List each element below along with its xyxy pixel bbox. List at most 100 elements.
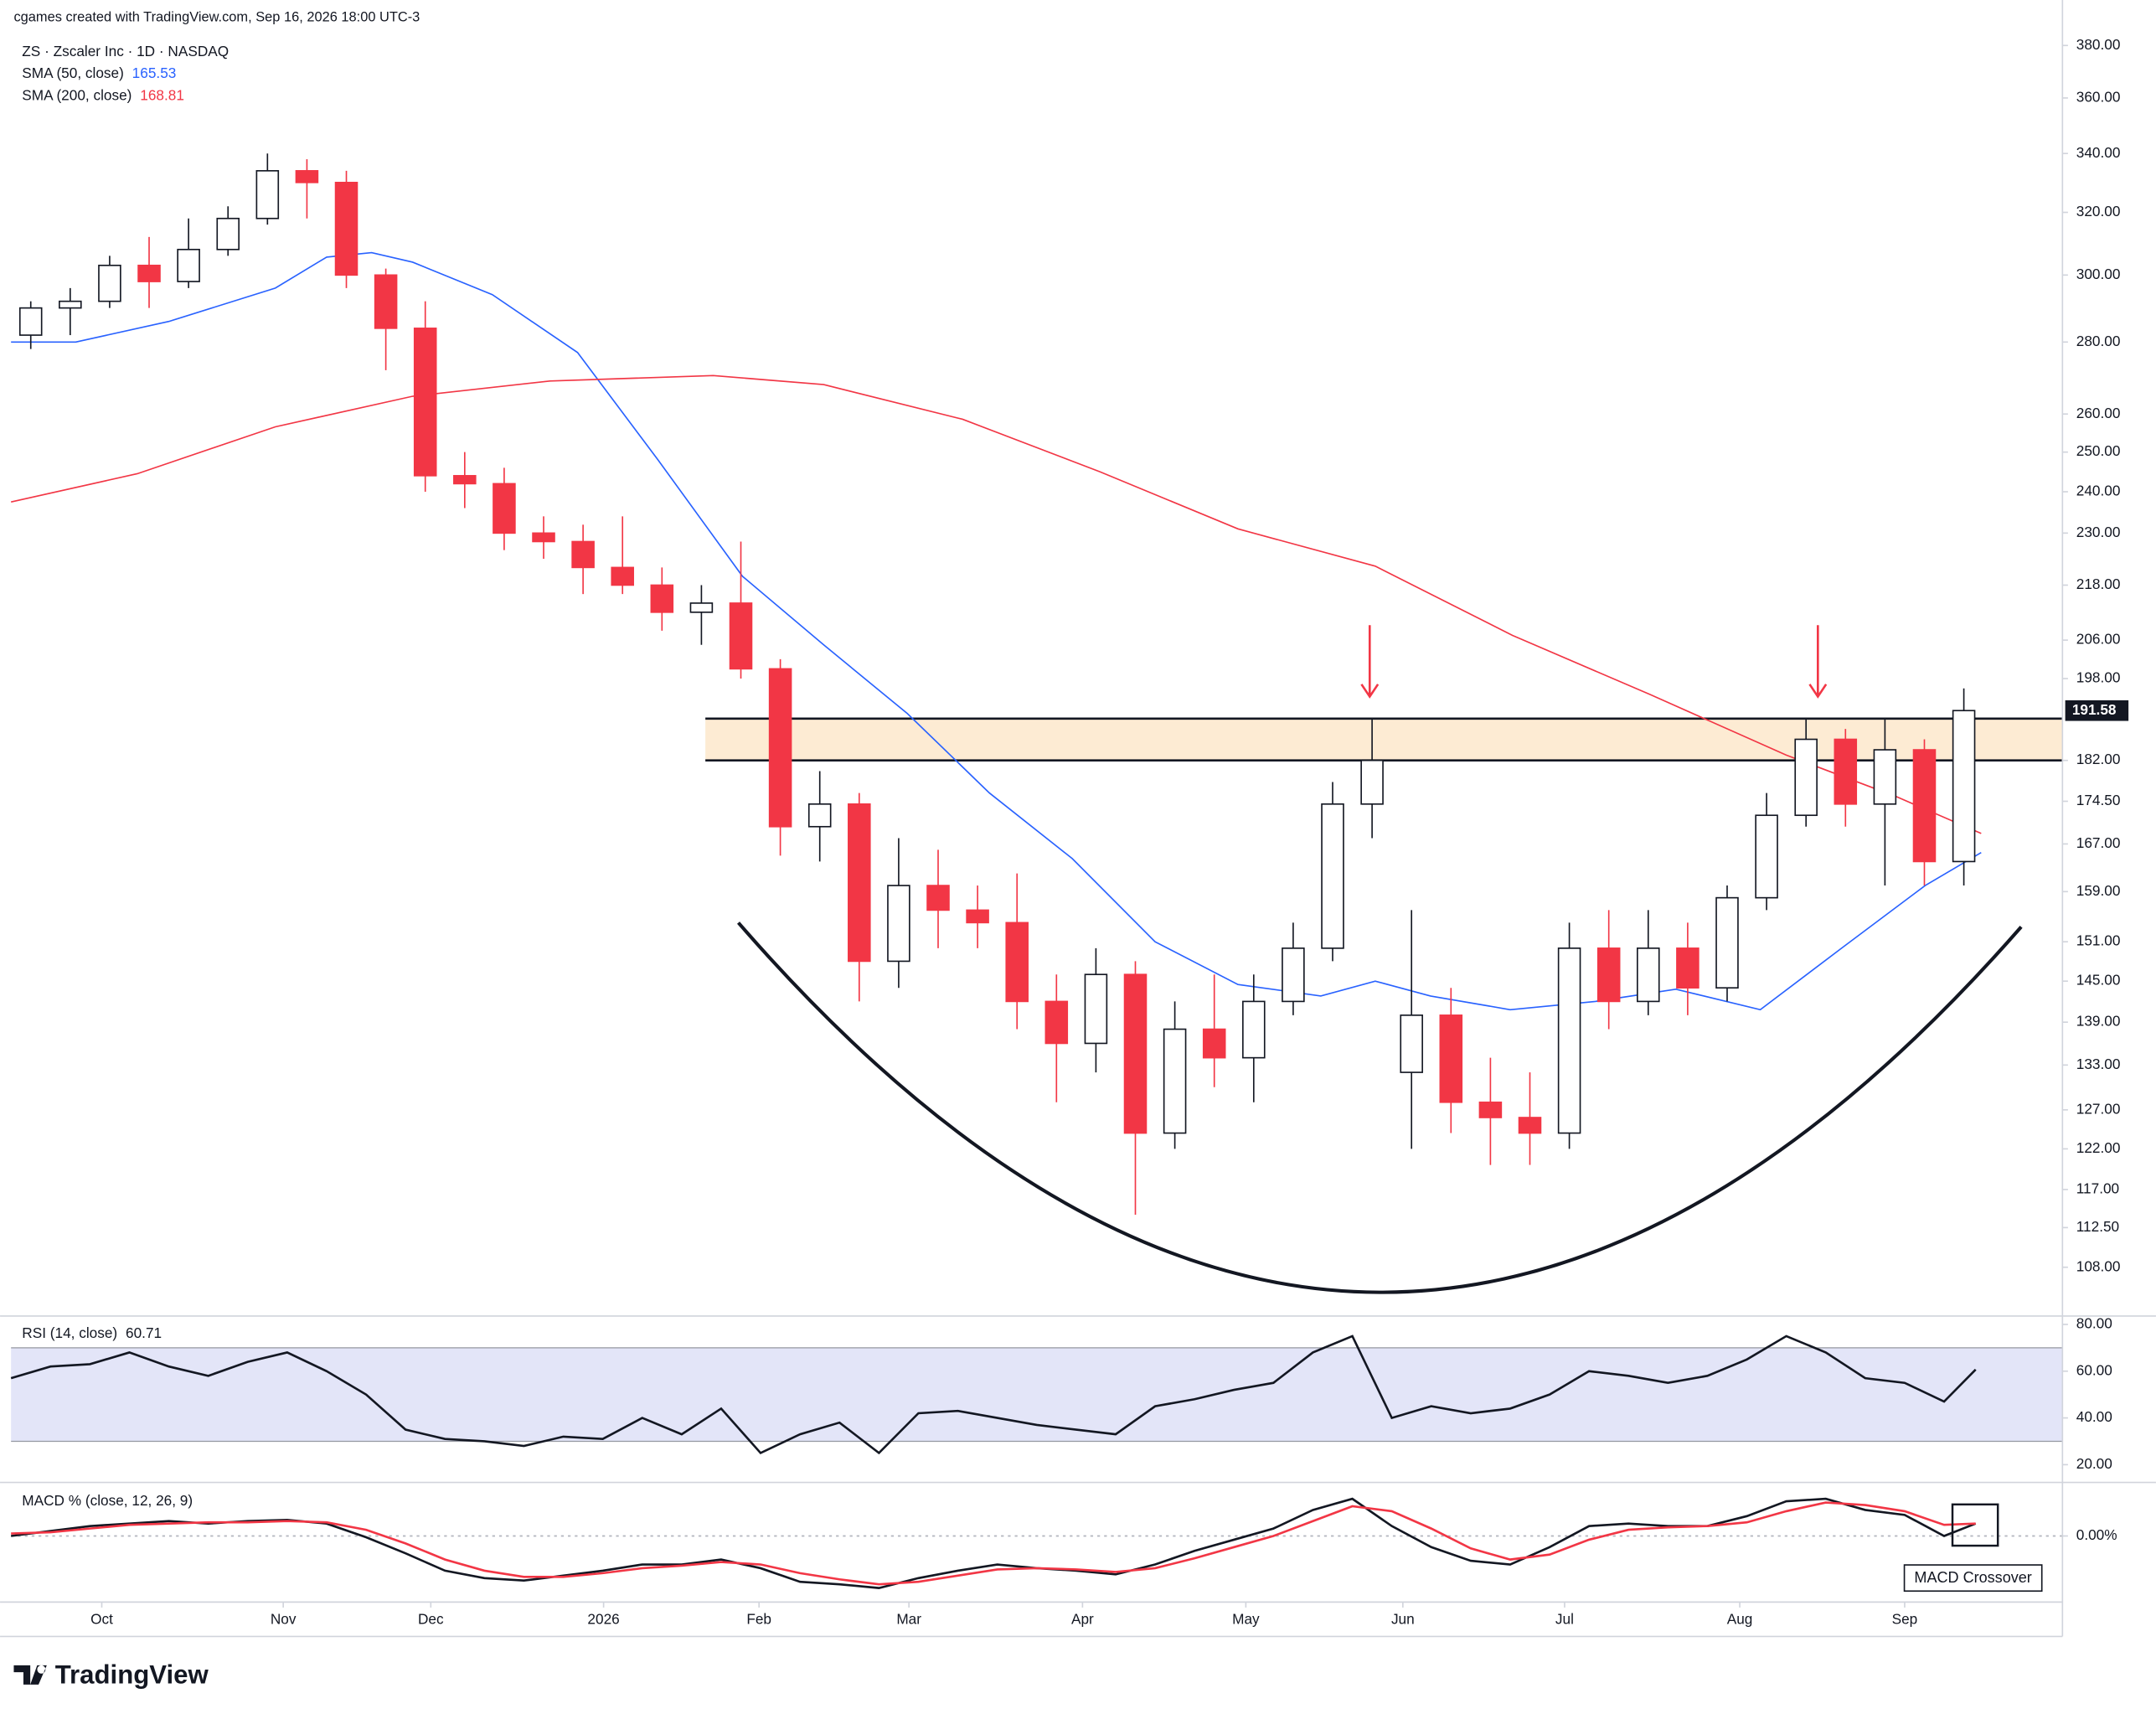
- candle-body: [1676, 947, 1700, 989]
- y-tick-label: 280.00: [2076, 333, 2121, 349]
- candle-body: [768, 668, 792, 828]
- x-tick-label: Aug: [1727, 1610, 1753, 1627]
- candle-body: [887, 885, 910, 963]
- y-tick-label: 218.00: [2076, 576, 2121, 592]
- x-tick-label: Apr: [1071, 1610, 1094, 1627]
- candle-body: [1282, 947, 1305, 1003]
- y-tick-label: 240.00: [2076, 483, 2121, 499]
- cup-curve: [736, 922, 2023, 1294]
- x-tick-label: Dec: [418, 1610, 444, 1627]
- legend-name: RSI (14, close): [22, 1324, 117, 1341]
- y-tick-label: 174.50: [2076, 792, 2121, 808]
- y-tick-label: 80.00: [2076, 1315, 2112, 1332]
- candle-body: [1755, 814, 1778, 899]
- y-tick-label: 340.00: [2076, 144, 2121, 161]
- chart-title: ZS · Zscaler Inc · 1D · NASDAQ: [22, 43, 229, 59]
- crossover-box: [1951, 1503, 1999, 1547]
- y-tick-label: 112.50: [2076, 1218, 2119, 1235]
- candle-body: [255, 170, 280, 219]
- candle-body: [493, 483, 516, 534]
- candle-body: [1400, 1014, 1423, 1073]
- candle-body: [966, 909, 989, 924]
- y-tick-label: 20.00: [2076, 1455, 2112, 1472]
- last-price-box: [2065, 700, 2129, 721]
- y-tick-label: 122.00: [2076, 1139, 2121, 1156]
- candle-body: [1637, 947, 1660, 1003]
- y-tick-label: 206.00: [2076, 631, 2121, 648]
- x-tick-label: Nov: [271, 1610, 297, 1627]
- macd-title: MACD % (close, 12, 26, 9): [22, 1492, 193, 1509]
- candle-body: [1044, 1000, 1069, 1045]
- x-tick-label: Sep: [1892, 1610, 1918, 1627]
- y-tick-label: 250.00: [2076, 442, 2121, 459]
- layers: Oct Nov Dec 2026 Feb Mar Apr May Jun Jul Aug Sep 380…: [10, 36, 2129, 1627]
- candle-body: [98, 264, 121, 302]
- last-price-label: 191.58: [2072, 701, 2117, 718]
- indicator-line: [11, 1501, 1976, 1586]
- candle-body: [848, 803, 871, 963]
- candle-body: [1242, 1000, 1266, 1059]
- x-tick-label: Mar: [896, 1610, 921, 1627]
- candle-body: [1912, 749, 1937, 863]
- logo-text: TradingView: [55, 1660, 209, 1689]
- x-tick-label: Oct: [90, 1610, 113, 1627]
- candle-body: [1360, 759, 1384, 805]
- legend-value: 60.71: [126, 1324, 162, 1341]
- candle-body: [1005, 922, 1029, 1003]
- candle-body: [177, 248, 200, 282]
- resistance-zone: [705, 718, 2063, 761]
- x-tick-label: 2026: [587, 1610, 619, 1627]
- annotation-text: MACD Crossover: [1914, 1569, 2031, 1586]
- y-tick-label: 182.00: [2076, 751, 2121, 767]
- candle-body: [1321, 803, 1344, 949]
- candle-body: [216, 217, 240, 250]
- y-tick-label: 127.00: [2076, 1100, 2121, 1117]
- candle-body: [1202, 1028, 1226, 1059]
- y-tick-label: 139.00: [2076, 1013, 2121, 1030]
- candle-body: [1163, 1028, 1187, 1134]
- candle-body: [571, 540, 595, 569]
- candle-body: [1478, 1101, 1503, 1118]
- candle-body: [1123, 973, 1148, 1134]
- candle-body: [1084, 973, 1108, 1045]
- x-tick-label: May: [1232, 1610, 1260, 1627]
- candle-body: [807, 803, 832, 828]
- candle-body: [926, 885, 950, 911]
- candle-body: [453, 475, 477, 485]
- indicator-line: [10, 1335, 1977, 1455]
- y-tick-label: 300.00: [2076, 266, 2121, 282]
- annotation-box: [1903, 1564, 2043, 1593]
- candle-body: [650, 584, 674, 613]
- arrow: [1808, 625, 1828, 699]
- x-tick-label: Feb: [746, 1610, 771, 1627]
- subtitle: cgames created with TradingView.com, Sep…: [13, 10, 420, 25]
- candle-body: [611, 566, 634, 586]
- candle-body: [1557, 947, 1581, 1134]
- candle-body: [1952, 710, 1976, 863]
- y-tick-label: 117.00: [2076, 1180, 2119, 1196]
- candle-body: [729, 602, 753, 670]
- indicator-line: [11, 1497, 1977, 1589]
- y-tick-label: 260.00: [2076, 405, 2121, 421]
- candle-body: [1715, 896, 1739, 989]
- candle-body: [334, 182, 358, 276]
- candle-body: [1873, 749, 1897, 805]
- y-tick-label: 159.00: [2076, 882, 2121, 899]
- y-tick-label: 133.00: [2076, 1056, 2121, 1072]
- y-tick-label: 380.00: [2076, 36, 2121, 53]
- candle-body: [295, 170, 319, 183]
- y-tick-label: 60.00: [2076, 1361, 2112, 1378]
- y-tick-label: 108.00: [2076, 1257, 2121, 1274]
- candle-body: [689, 602, 714, 613]
- y-tick-label: 167.00: [2076, 834, 2121, 851]
- candle-body: [1518, 1117, 1542, 1134]
- candle-body: [1834, 738, 1858, 805]
- y-tick-label: 0.00%: [2076, 1526, 2117, 1543]
- arrow: [1360, 625, 1380, 699]
- x-tick-label: Jun: [1391, 1610, 1415, 1627]
- candle-body: [1439, 1014, 1463, 1103]
- y-tick-label: 198.00: [2076, 669, 2121, 686]
- y-tick-label: 145.00: [2076, 972, 2121, 989]
- legend-value: 165.53: [132, 65, 177, 81]
